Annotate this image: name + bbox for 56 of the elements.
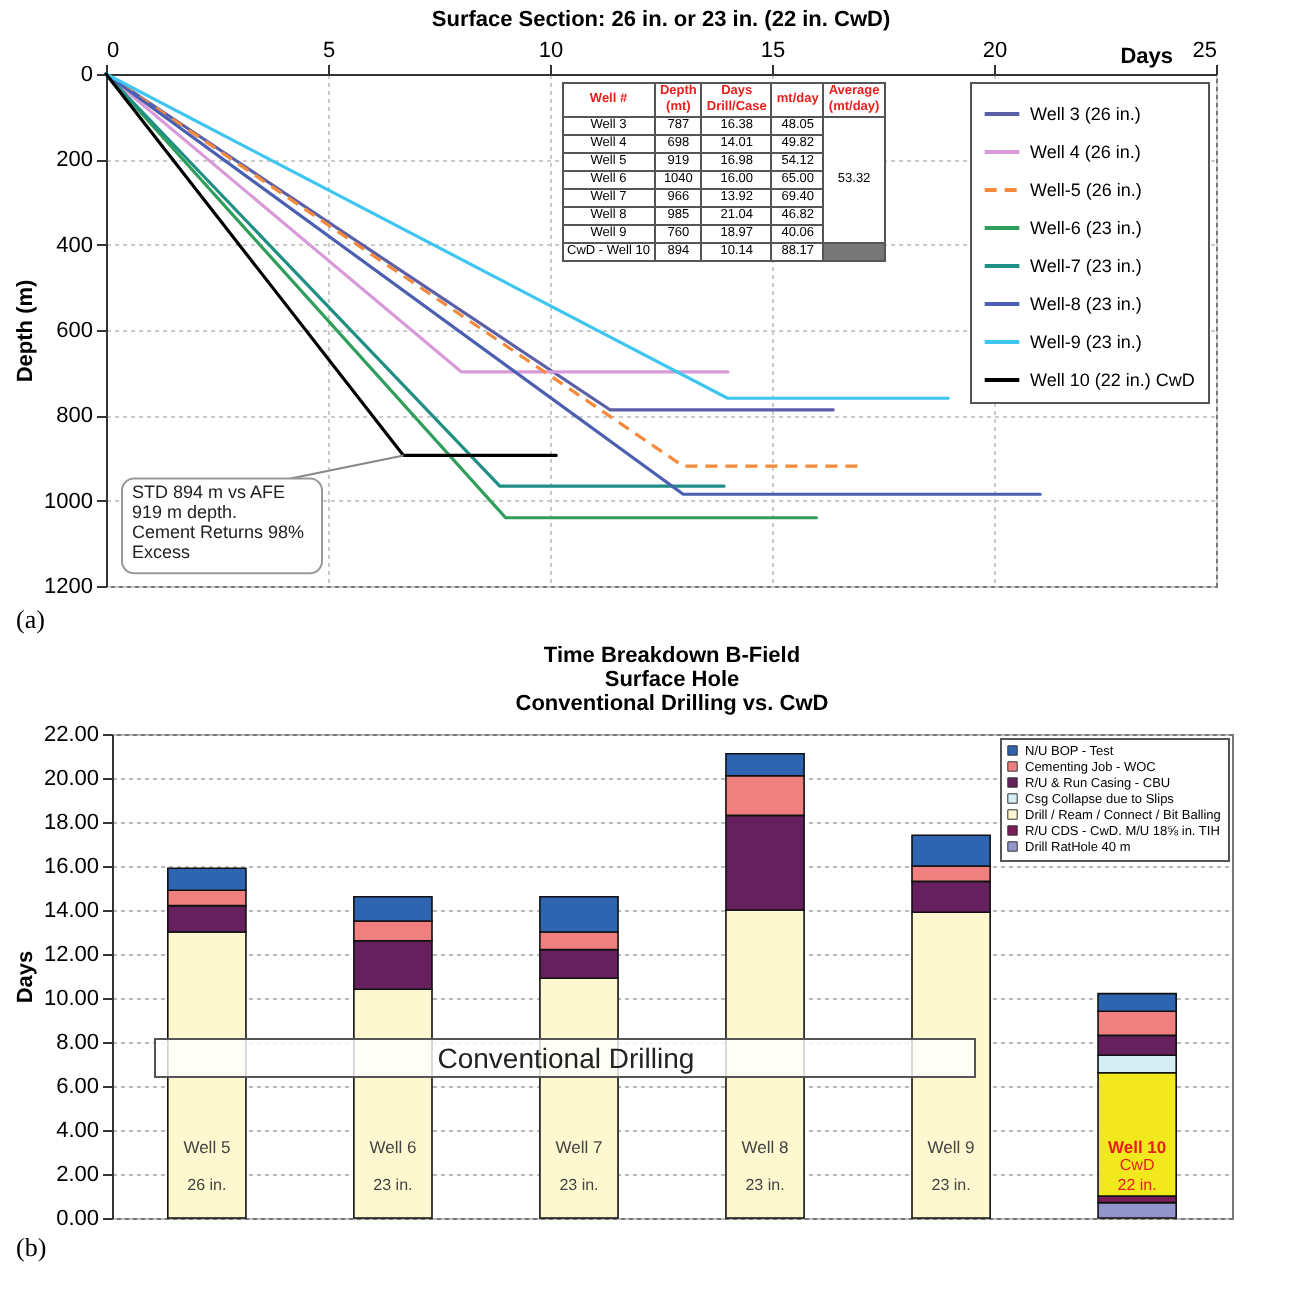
legend-label: Well-5 (26 in.) — [1030, 180, 1142, 200]
y-tick-label: 1200 — [44, 575, 93, 599]
legend-label: Well-6 (23 in.) — [1030, 218, 1142, 238]
y-tick-label: 12.00 — [43, 943, 99, 967]
y-tick-label: 200 — [56, 148, 93, 173]
x-tick-label: Well 5 — [183, 1137, 231, 1157]
y-tick-label: 8.00 — [56, 1031, 99, 1055]
x-tick-label: Well 10 — [1107, 1137, 1167, 1157]
x-tick-label: 20 — [982, 39, 1008, 63]
y-tick-label: 2.00 — [56, 1163, 99, 1187]
x-tick-label: 10 — [538, 39, 564, 63]
x-tick-label: Well 6 — [369, 1137, 417, 1157]
annotation: CwD — [1119, 1156, 1155, 1174]
y-axis-title: Depth (m) — [14, 279, 39, 383]
y-tick-label: 1000 — [44, 489, 93, 514]
legend-label: Well 10 (22 in.) CwD — [1030, 370, 1196, 390]
x-tick-label: 25 — [1192, 39, 1217, 63]
legend-label: Well-9 (23 in.) — [1030, 332, 1142, 352]
annotation: 23 in. — [559, 1176, 599, 1194]
legend-label: Well 4 (26 in.) — [1030, 142, 1141, 162]
bar — [1097, 1201, 1177, 1219]
y-tick-label: 16.00 — [43, 855, 99, 879]
legend-label: Well-8 (23 in.) — [1030, 294, 1142, 314]
y-tick-label: 10.00 — [43, 987, 99, 1011]
x-tick-label: 5 — [322, 39, 336, 63]
y-tick-label: 18.00 — [43, 811, 99, 835]
legend-label: Well-7 (23 in.) — [1030, 256, 1142, 276]
annotation: 23 in. — [373, 1176, 413, 1194]
annotation: 23 in. — [931, 1176, 971, 1194]
annotation: 22 in. — [1117, 1176, 1157, 1194]
x-tick-label: Well 9 — [927, 1137, 976, 1157]
y-tick-label: 6.00 — [56, 1075, 99, 1099]
legend-label: Well 3 (26 in.) — [1030, 104, 1141, 124]
y-tick-label: 600 — [56, 319, 93, 343]
x-tick-label: 0 — [107, 39, 120, 63]
y-tick-label: 22.00 — [43, 723, 99, 747]
y-axis-title: Days — [13, 950, 38, 1004]
annotation: 26 in. — [187, 1176, 227, 1194]
y-tick-label: 400 — [56, 233, 93, 258]
label-box: Conventional Drilling — [154, 1037, 977, 1078]
annotation: 23 in. — [745, 1176, 785, 1194]
y-tick-label: 20.00 — [43, 767, 99, 791]
chart-title: Time Breakdown B-Field Surface Hole Conventional Drilling vs. CwD — [515, 644, 829, 716]
x-tick-label: 15 — [760, 39, 786, 63]
x-tick-label: Well 8 — [741, 1137, 790, 1157]
x-tick-label: Well 7 — [555, 1137, 603, 1157]
x-axis-title: Days — [1120, 45, 1173, 69]
text: (a) — [14, 604, 47, 638]
y-tick-label: 0 — [80, 63, 93, 87]
text: (b) — [14, 1232, 49, 1266]
annotation: STD 894 m vs AFE 919 m depth. Cement Returns 98% Excess — [132, 481, 305, 562]
y-tick-label: 14.00 — [43, 899, 99, 923]
chart-title: Surface Section: 26 in. or 23 in. (22 in. CwD) — [431, 8, 891, 32]
y-tick-label: 800 — [56, 404, 93, 429]
y-tick-label: 0.00 — [56, 1207, 99, 1231]
y-tick-label: 4.00 — [56, 1119, 99, 1143]
